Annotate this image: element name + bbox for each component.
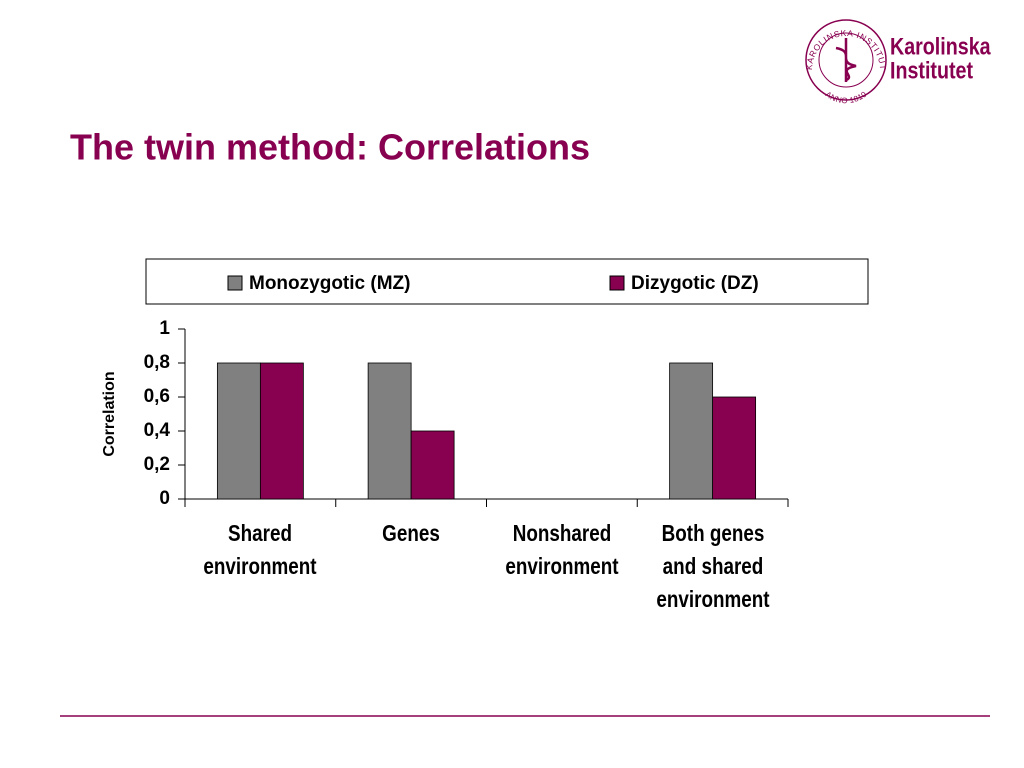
logo-name: Karolinska [890,32,991,59]
seal-year: ANNO 1810 [824,90,869,106]
legend-label: Dizygotic (DZ) [631,273,759,294]
y-tick-label: 1 [159,318,170,339]
seal-emblem [835,38,857,82]
slide-title: The twin method: Correlations [70,127,590,168]
seal-year-path: ANNO 1810 [824,90,869,106]
x-tick-label: Both genes and shared environment [656,520,770,612]
legend-label: Monozygotic (MZ) [249,273,410,294]
y-tick-label: 0,6 [144,386,170,407]
x-tick-label: Genes [382,520,440,546]
legend-box [145,258,869,305]
y-tick-label: 0,8 [144,352,170,373]
y-tick-label: 0,4 [144,420,171,441]
legend-swatch [227,275,243,291]
logo: KAROLINSKA INSTITUTET ANNO 1810 Karolins… [0,0,991,105]
seal-text: KAROLINSKA INSTITUTET [0,0,888,71]
y-axis-label: Correlation [101,371,118,456]
y-tick-label: 0 [159,488,170,509]
y-tick-label: 0,2 [144,454,170,475]
bar [367,362,412,500]
legend-swatch [609,275,625,291]
bar [216,362,261,500]
logo-name: Institutet [890,56,974,83]
seal-ring [805,19,887,101]
bar [712,396,757,500]
x-tick-label: Nonshared environment [505,520,619,579]
bar [669,362,714,500]
x-tick-label: Shared environment [203,520,317,579]
bar [259,362,304,500]
seal-inner [818,32,874,88]
bar [410,430,455,500]
seal-text-path: KAROLINSKA INSTITUTET [0,0,887,71]
